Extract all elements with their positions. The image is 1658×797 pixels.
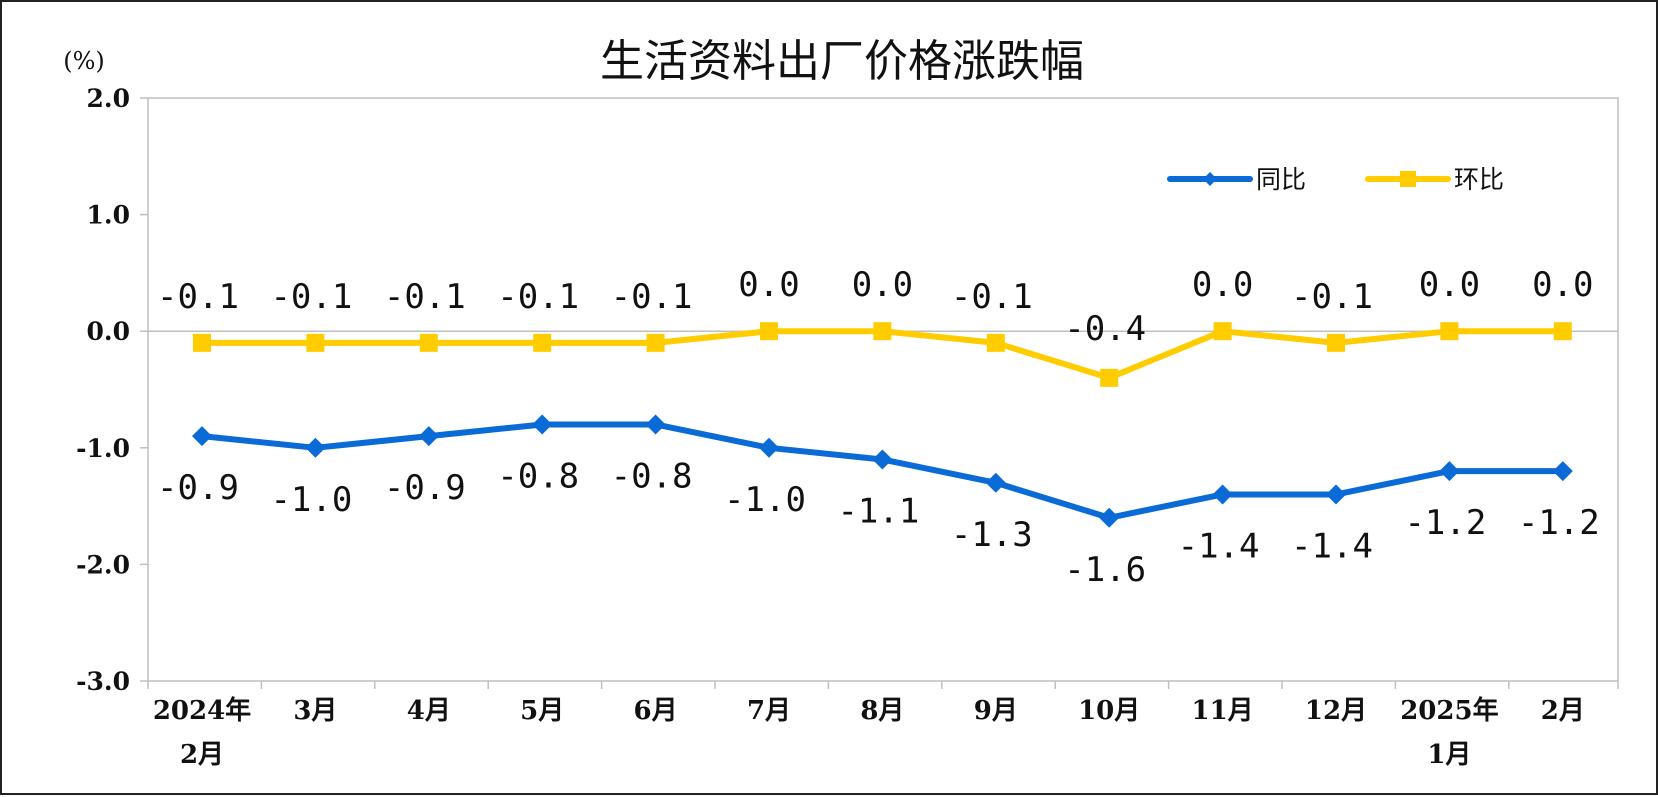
data-point-diamond <box>418 426 439 447</box>
y-axis-unit: (%) <box>63 47 105 75</box>
data-label: 0.0 <box>852 265 913 305</box>
data-point-diamond <box>759 437 779 458</box>
data-point-square <box>193 333 211 352</box>
data-label: 0.0 <box>738 265 799 305</box>
data-point-diamond <box>1552 461 1573 482</box>
data-label: -0.1 <box>497 277 579 317</box>
data-label: -1.0 <box>270 480 352 520</box>
data-point-square <box>646 333 665 352</box>
x-tick-label: 2025年 <box>1400 695 1498 726</box>
data-point-diamond <box>1099 507 1120 528</box>
data-point-square <box>760 322 778 341</box>
data-label: -0.1 <box>951 277 1033 317</box>
x-tick-label: 7月 <box>747 696 791 726</box>
data-point-square <box>1327 333 1345 352</box>
legend-marker-diamond <box>1203 172 1217 186</box>
data-label: -0.9 <box>384 468 466 508</box>
data-label: -1.4 <box>1178 526 1260 566</box>
data-label: -0.9 <box>157 468 239 508</box>
data-label: -0.8 <box>611 456 693 496</box>
legend: 同比 环比 <box>1167 165 1504 194</box>
data-point-diamond <box>985 472 1006 493</box>
data-label: -1.3 <box>951 515 1033 555</box>
data-label: -1.2 <box>1518 503 1600 543</box>
series-layer <box>192 322 1573 528</box>
x-tick-label: 8月 <box>860 696 904 726</box>
data-point-square <box>419 333 438 352</box>
data-point-square <box>986 333 1005 352</box>
data-point-square <box>1440 322 1459 341</box>
x-tick-label: 2月 <box>180 740 224 770</box>
data-point-diamond <box>1439 461 1460 482</box>
data-point-diamond <box>1212 484 1233 505</box>
data-point-square <box>533 333 552 352</box>
x-tick-label: 9月 <box>974 696 1018 726</box>
data-label: -1.1 <box>837 491 919 531</box>
x-tick-label: 11月 <box>1192 696 1254 726</box>
data-label: 0.0 <box>1192 265 1253 305</box>
data-point-square <box>1100 368 1119 387</box>
data-label: -0.1 <box>270 277 352 317</box>
data-label: -0.1 <box>611 277 693 317</box>
y-tick-label: 1.0 <box>87 201 131 230</box>
y-tick-label: -3.0 <box>76 667 130 696</box>
x-tick-label: 6月 <box>634 696 678 726</box>
legend-label: 同比 <box>1256 165 1306 194</box>
data-label: -1.4 <box>1291 526 1373 566</box>
data-point-square <box>1553 322 1572 341</box>
x-tick-label: 3月 <box>293 696 337 726</box>
y-tick-label: -1.0 <box>76 434 130 463</box>
data-label: -0.1 <box>157 277 239 317</box>
x-tick-label: 5月 <box>520 696 564 726</box>
data-point-diamond <box>872 449 893 470</box>
data-point-diamond <box>645 414 666 435</box>
x-axis: 2024年 2月 3月 4月 5月 6月 7月 8月 9月 10月 11月 12月 2025年 1月 2月 <box>147 681 1619 770</box>
data-label: 0.0 <box>1532 265 1593 305</box>
y-tick-label: -2.0 <box>76 550 130 579</box>
data-label: -0.1 <box>384 277 466 317</box>
legend-marker-square <box>1400 171 1416 187</box>
x-tick-label: 2月 <box>1541 696 1585 726</box>
data-point-square <box>1213 322 1232 341</box>
chart-title: 生活资料出厂价格涨跌幅 <box>600 36 1084 87</box>
data-label: -1.0 <box>724 480 806 520</box>
data-point-diamond <box>1326 484 1346 505</box>
plot-area <box>147 97 1619 682</box>
data-point-diamond <box>192 426 212 447</box>
x-tick-label: 12月 <box>1305 696 1367 726</box>
data-label: -0.8 <box>497 456 579 496</box>
data-label: -0.1 <box>1291 277 1373 317</box>
x-tick-label: 1月 <box>1427 740 1471 770</box>
legend-label: 环比 <box>1454 165 1504 194</box>
x-tick-label: 4月 <box>407 696 451 726</box>
data-label: -1.6 <box>1064 550 1146 590</box>
data-label: -0.4 <box>1064 309 1146 349</box>
data-point-diamond <box>532 414 553 435</box>
data-point-square <box>306 333 325 352</box>
data-label: -1.2 <box>1404 503 1486 543</box>
data-point-diamond <box>305 437 326 458</box>
y-tick-label: 0.0 <box>87 317 131 346</box>
x-tick-label: 2024年 <box>153 695 251 726</box>
y-tick-label: 2.0 <box>87 84 131 113</box>
data-labels: -0.9 -1.0 -0.9 -0.8 -0.8 -1.0 -1.1 -1.3 -1.6 -1.4… <box>157 265 1600 590</box>
data-label: 0.0 <box>1419 265 1480 305</box>
data-point-square <box>873 322 892 341</box>
x-tick-label: 10月 <box>1078 696 1140 726</box>
